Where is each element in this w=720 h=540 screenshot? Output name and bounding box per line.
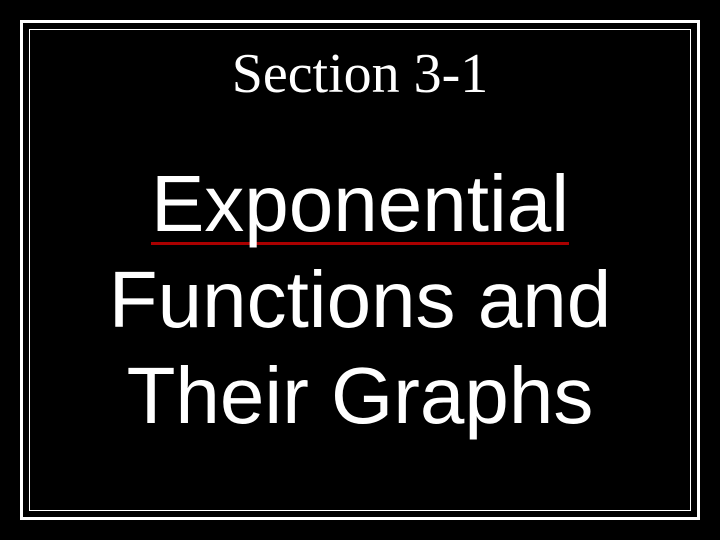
main-title-line-2: Functions and (109, 252, 612, 348)
main-title-line-1: Exponential (151, 166, 569, 245)
main-title: Exponential Functions and Their Graphs (109, 156, 612, 444)
section-title: Section 3-1 (232, 42, 489, 106)
main-title-line-3: Their Graphs (109, 348, 612, 444)
outer-border-frame: Section 3-1 Exponential Functions and Th… (20, 20, 700, 520)
inner-border-frame: Section 3-1 Exponential Functions and Th… (29, 29, 691, 511)
